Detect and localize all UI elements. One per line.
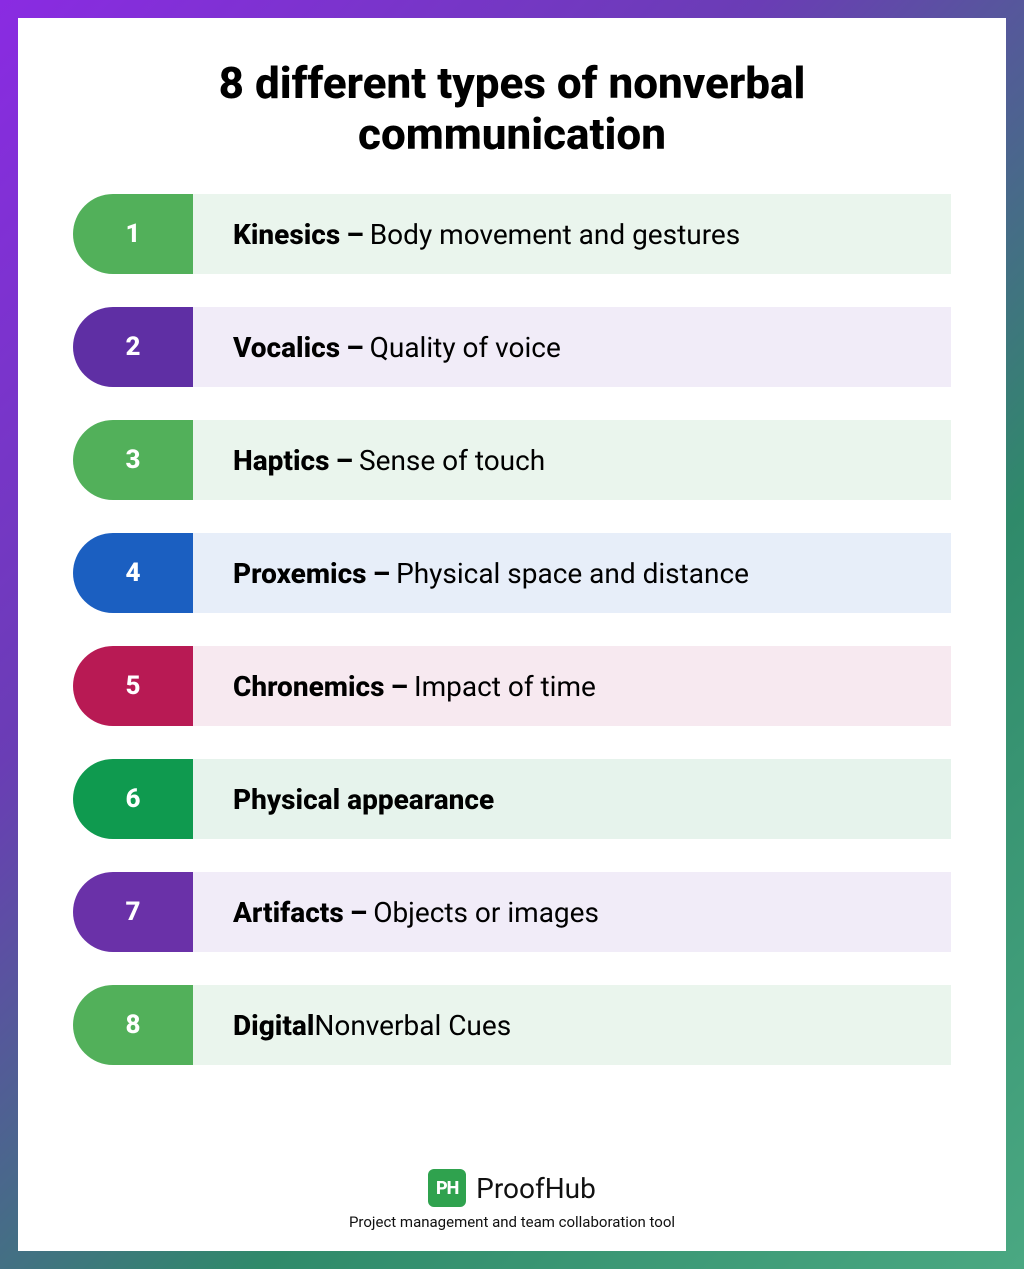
- list-item: 6 Physical appearance: [73, 759, 951, 839]
- list-item-number: 6: [73, 759, 193, 839]
- list-item-term: Chronemics: [233, 670, 384, 703]
- list-item: 1Kinesics – Body movement and gestures: [73, 194, 951, 274]
- list-item-description: Sense of touch: [359, 444, 545, 477]
- list-item: 3Haptics – Sense of touch: [73, 420, 951, 500]
- list-item-separator: –: [335, 444, 353, 477]
- list-item-description: Nonverbal Cues: [314, 1009, 511, 1042]
- list-item-separator: –: [390, 670, 408, 703]
- types-list: 1Kinesics – Body movement and gestures2V…: [73, 194, 951, 1144]
- list-item-number: 5: [73, 646, 193, 726]
- page-title: 8 different types of nonverbal communica…: [73, 58, 951, 159]
- list-item: 7Artifacts – Objects or images: [73, 872, 951, 952]
- list-item-separator: –: [373, 557, 391, 590]
- list-item-term: Proxemics: [233, 557, 367, 590]
- footer: PH ProofHub Project management and team …: [73, 1169, 951, 1231]
- list-item: 2Vocalics – Quality of voice: [73, 307, 951, 387]
- list-item-number: 2: [73, 307, 193, 387]
- list-item-term: Digital: [233, 1009, 314, 1042]
- list-item: 8Digital Nonverbal Cues: [73, 985, 951, 1065]
- list-item-description: Physical space and distance: [396, 557, 749, 590]
- list-item-content: Vocalics – Quality of voice: [193, 307, 951, 387]
- list-item-number: 1: [73, 194, 193, 274]
- list-item-content: Artifacts – Objects or images: [193, 872, 951, 952]
- list-item-content: Haptics – Sense of touch: [193, 420, 951, 500]
- list-item-term: Physical appearance: [233, 783, 494, 816]
- list-item: 4Proxemics – Physical space and distance: [73, 533, 951, 613]
- list-item-separator: –: [350, 896, 368, 929]
- list-item-term: Artifacts: [233, 896, 344, 929]
- list-item-number: 4: [73, 533, 193, 613]
- list-item-term: Vocalics: [233, 331, 340, 364]
- card: 8 different types of nonverbal communica…: [18, 18, 1006, 1251]
- list-item-separator: –: [346, 218, 364, 251]
- list-item-description: Quality of voice: [370, 331, 561, 364]
- list-item-description: Objects or images: [373, 896, 599, 929]
- brand-tagline: Project management and team collaboratio…: [349, 1213, 675, 1231]
- list-item-term: Haptics: [233, 444, 329, 477]
- list-item-content: Chronemics – Impact of time: [193, 646, 951, 726]
- list-item-number: 3: [73, 420, 193, 500]
- brand-badge-icon: PH: [428, 1169, 466, 1207]
- list-item-number: 8: [73, 985, 193, 1065]
- list-item-separator: –: [346, 331, 364, 364]
- brand: PH ProofHub: [428, 1169, 596, 1207]
- brand-name: ProofHub: [476, 1172, 596, 1205]
- list-item-content: Digital Nonverbal Cues: [193, 985, 951, 1065]
- list-item: 5Chronemics – Impact of time: [73, 646, 951, 726]
- list-item-description: Body movement and gestures: [370, 218, 741, 251]
- list-item-content: Kinesics – Body movement and gestures: [193, 194, 951, 274]
- list-item-content: Physical appearance: [193, 759, 951, 839]
- list-item-content: Proxemics – Physical space and distance: [193, 533, 951, 613]
- list-item-term: Kinesics: [233, 218, 340, 251]
- gradient-frame: 8 different types of nonverbal communica…: [0, 0, 1024, 1269]
- list-item-number: 7: [73, 872, 193, 952]
- list-item-description: Impact of time: [414, 670, 596, 703]
